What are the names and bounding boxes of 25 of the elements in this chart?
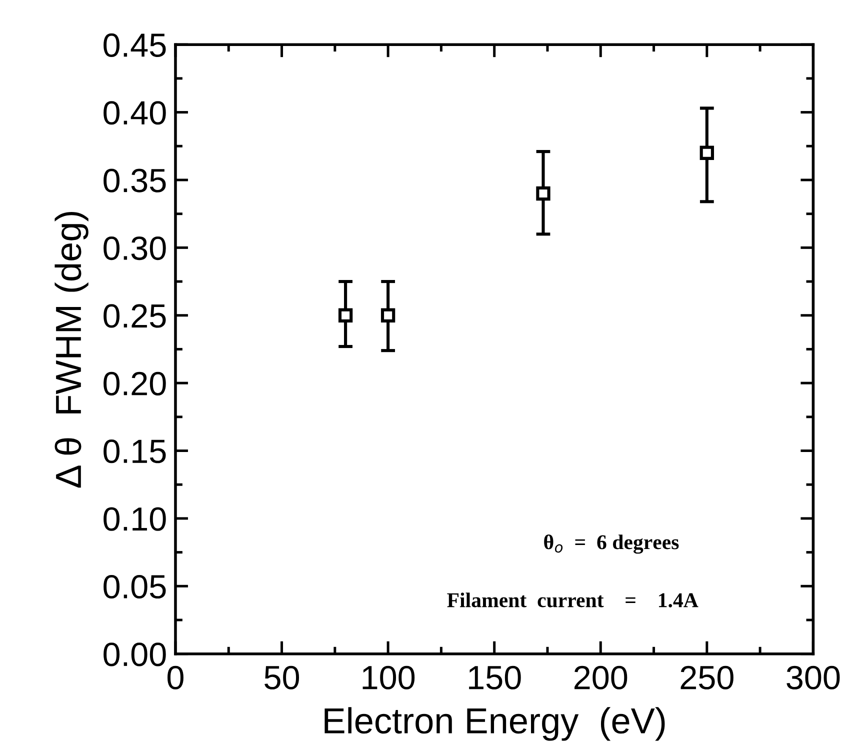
- annotation: Filament current = 1.4A: [447, 592, 698, 608]
- point: [700, 146, 714, 160]
- y-tick-label: 0.20: [104, 372, 166, 396]
- y-tick-label: 0.10: [104, 507, 166, 531]
- x-tick-label: 200: [574, 666, 628, 690]
- y-tick-label: 0.35: [104, 168, 166, 192]
- y-tick-label: 0.05: [104, 574, 166, 599]
- point: [536, 186, 550, 201]
- x-tick-label: 300: [786, 666, 840, 690]
- x-tick-label: 150: [469, 666, 521, 690]
- x-axis-title: Electron Energy (eV): [324, 707, 665, 741]
- point: [380, 308, 396, 322]
- y-tick-label: 0.00: [104, 642, 166, 666]
- y-tick-label: 0.25: [104, 304, 166, 328]
- y-tick-label: 0.40: [104, 101, 166, 125]
- y-tick-label: 0.45: [104, 33, 166, 57]
- x-tick-label: 100: [362, 666, 415, 690]
- x-tick-label: 50: [264, 666, 300, 690]
- y-axis-title: Δ θ FWHM (deg): [54, 212, 88, 488]
- x-tick-label: 250: [680, 666, 734, 690]
- point: [338, 308, 353, 322]
- y-tick-label: 0.15: [104, 440, 166, 464]
- x-tick-label: 0: [168, 666, 184, 690]
- y-tick-label: 0.30: [104, 236, 166, 260]
- annotation: θ$_{o}$ = 6 degrees: [544, 534, 679, 554]
